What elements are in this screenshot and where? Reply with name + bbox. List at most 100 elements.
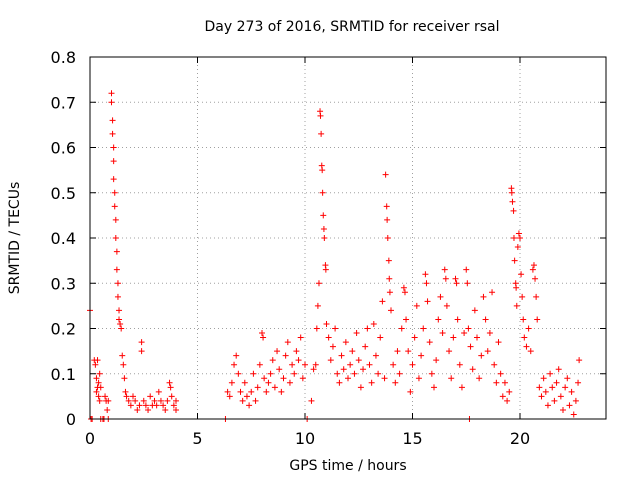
data-point	[575, 379, 582, 386]
data-point	[551, 397, 558, 404]
data-point	[530, 262, 537, 269]
data-point	[248, 388, 255, 395]
data-point	[278, 388, 285, 395]
data-point	[381, 375, 388, 382]
data-point	[368, 379, 375, 386]
data-point	[325, 334, 332, 341]
data-point	[302, 361, 308, 368]
data-point	[532, 275, 539, 282]
data-point	[113, 248, 120, 255]
data-point	[231, 361, 238, 368]
data-point	[308, 397, 315, 404]
data-point	[314, 302, 321, 309]
data-point	[511, 257, 518, 264]
data-point	[93, 388, 100, 395]
data-point	[111, 203, 118, 210]
data-point	[120, 361, 127, 368]
data-point	[413, 302, 420, 309]
data-point	[123, 393, 130, 400]
data-point	[102, 393, 109, 400]
data-point	[286, 379, 293, 386]
data-point	[400, 284, 407, 291]
data-point	[136, 402, 143, 409]
data-point	[386, 275, 393, 282]
data-point	[407, 388, 414, 395]
data-point	[454, 316, 461, 323]
data-point	[293, 348, 300, 355]
data-point	[527, 348, 534, 355]
data-point	[386, 289, 393, 296]
data-point	[112, 235, 119, 241]
data-point	[113, 266, 120, 273]
data-point	[226, 393, 233, 400]
data-point	[521, 334, 528, 341]
data-point	[338, 352, 345, 359]
data-point	[319, 167, 326, 174]
x-tick-labels: 0 5 10 15 20	[85, 429, 530, 448]
data-point	[478, 352, 485, 359]
data-point	[360, 366, 367, 373]
data-point	[415, 375, 422, 382]
data-point	[493, 379, 500, 386]
data-point	[448, 375, 455, 382]
data-point	[517, 235, 523, 241]
data-point	[321, 235, 328, 241]
data-point	[96, 370, 103, 377]
data-point	[261, 375, 268, 382]
data-point	[510, 235, 517, 241]
data-point	[114, 280, 121, 287]
data-point	[291, 370, 298, 377]
data-point	[145, 406, 152, 413]
data-point	[318, 130, 325, 137]
data-point	[514, 244, 521, 251]
data-point	[299, 375, 306, 382]
data-point	[320, 225, 327, 232]
data-point	[108, 99, 115, 106]
data-point	[319, 189, 326, 196]
data-point	[428, 370, 435, 377]
data-point	[513, 302, 520, 309]
data-point	[394, 348, 401, 355]
data-point	[392, 379, 399, 386]
data-point	[108, 90, 115, 97]
data-point	[446, 348, 453, 355]
data-point	[322, 266, 329, 273]
data-point	[122, 388, 129, 395]
data-point	[382, 171, 389, 178]
data-point	[259, 330, 265, 337]
data-point	[93, 375, 100, 382]
data-point	[121, 375, 128, 382]
data-point	[317, 112, 324, 119]
data-point	[533, 293, 540, 300]
data-point	[547, 370, 554, 377]
data-point	[132, 397, 139, 404]
x-tick-label: 0	[85, 429, 95, 448]
data-point	[167, 384, 174, 391]
data-point	[520, 316, 527, 323]
data-point	[134, 406, 141, 413]
data-point	[443, 302, 450, 309]
data-point	[320, 212, 327, 219]
data-point	[437, 293, 444, 300]
data-point	[173, 397, 179, 404]
data-point	[269, 357, 276, 364]
data-point	[463, 266, 470, 273]
data-point	[267, 370, 274, 377]
y-tick-label: 0.1	[51, 365, 76, 384]
data-point	[398, 325, 405, 332]
data-point	[504, 397, 511, 404]
data-point	[228, 379, 235, 386]
data-point	[390, 361, 397, 368]
data-point	[509, 198, 516, 205]
x-tick-label: 5	[192, 429, 202, 448]
data-point	[147, 393, 154, 400]
axis-ticks	[89, 56, 606, 420]
data-point	[166, 379, 173, 386]
data-point	[170, 402, 177, 409]
data-point	[142, 402, 149, 409]
data-point	[465, 325, 472, 332]
data-point	[256, 361, 263, 368]
data-point	[379, 298, 386, 305]
data-point	[534, 316, 541, 323]
data-point	[280, 375, 287, 382]
